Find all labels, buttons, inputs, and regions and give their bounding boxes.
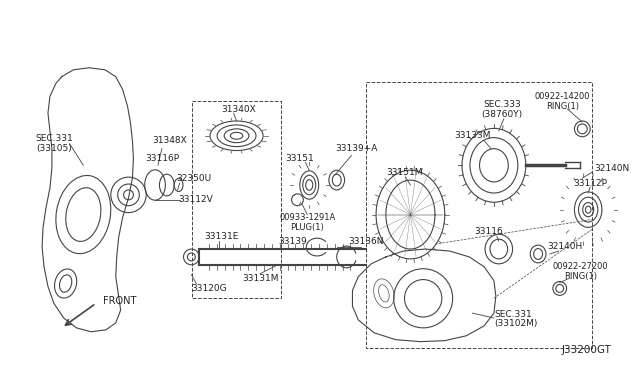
Text: 33151: 33151 [285,154,314,163]
Text: 33136N: 33136N [348,237,384,246]
Text: 33116P: 33116P [145,154,179,163]
Bar [193,101,281,298]
Text: (38760Y): (38760Y) [481,110,522,119]
Text: 33112P: 33112P [573,179,607,187]
Text: 32350U: 32350U [177,174,212,183]
Text: 32140N: 32140N [594,164,629,173]
Text: 33112V: 33112V [178,195,212,204]
Text: 00922-14200: 00922-14200 [535,92,591,101]
Text: (33102M): (33102M) [494,320,538,328]
Text: 33139+A: 33139+A [335,144,378,153]
Text: RING(1): RING(1) [546,102,579,111]
Text: SEC.333: SEC.333 [483,100,520,109]
Text: 32140H: 32140H [547,241,582,251]
Text: PLUG(1): PLUG(1) [291,223,324,232]
Text: FRONT: FRONT [103,296,136,306]
Text: SEC.331: SEC.331 [35,134,73,143]
Text: 33151M: 33151M [386,168,422,177]
Text: 33139: 33139 [278,237,307,246]
Text: 00933-1291A: 00933-1291A [279,213,335,222]
Text: RING(1): RING(1) [564,272,597,281]
Text: SEC.331: SEC.331 [494,310,532,318]
Text: (33105): (33105) [36,144,72,153]
Text: 33131E: 33131E [204,232,239,241]
Text: 31340X: 31340X [221,105,255,114]
Text: 00922-27200: 00922-27200 [552,262,608,271]
Text: 33116: 33116 [475,227,504,236]
Text: J33200GT: J33200GT [562,346,612,355]
Text: 31348X: 31348X [152,136,187,145]
Text: 33120G: 33120G [191,284,227,293]
Text: 33133M: 33133M [454,131,490,140]
Text: 33131M: 33131M [242,274,278,283]
Bar [366,81,592,347]
